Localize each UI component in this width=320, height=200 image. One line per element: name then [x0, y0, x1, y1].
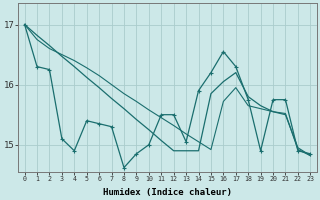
X-axis label: Humidex (Indice chaleur): Humidex (Indice chaleur): [103, 188, 232, 197]
